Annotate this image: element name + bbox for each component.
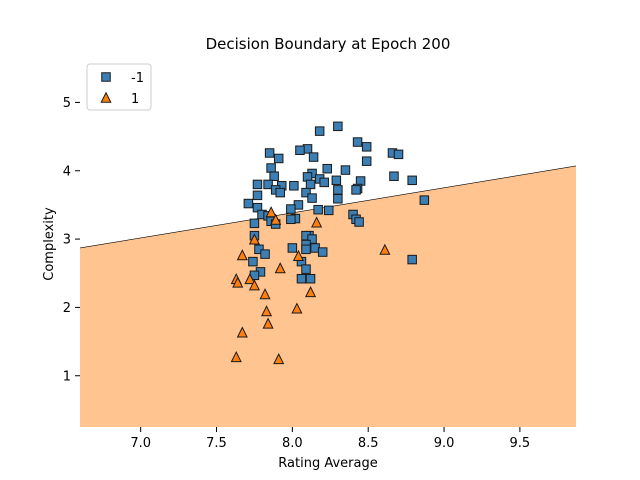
data-point [273,153,284,164]
data-point [324,205,334,216]
data-point [248,233,260,245]
data-point [313,204,323,215]
data-point [301,244,311,255]
x-tick-label: 7.0 [130,436,151,451]
data-point [230,350,242,363]
data-point [322,163,332,174]
region-below-boundary [80,165,576,427]
data-point [263,179,273,190]
data-point [289,181,299,191]
legend: -11 [86,63,152,111]
data-point [232,276,244,288]
data-point [305,273,316,284]
data-point [269,171,279,181]
data-point [243,198,254,209]
data-point [286,204,296,214]
x-tick-label: 9.0 [434,436,455,451]
data-point [352,137,363,147]
legend-marker [100,91,112,103]
data-point [236,326,248,338]
legend-marker [101,72,111,82]
data-point [286,214,296,225]
data-point [301,187,311,198]
y-tick-label: 4 [63,164,71,179]
data-point [264,148,275,158]
x-tick-label: 8.0 [282,436,303,451]
data-point [244,273,256,285]
data-point [305,179,316,190]
data-point [274,262,286,274]
y-axis: 1 2 3 4 5 [63,96,80,384]
data-point [295,145,305,155]
data-point [354,217,364,227]
x-tick-label: 8.5 [358,436,379,451]
data-point [351,185,361,195]
data-point [259,288,271,300]
data-point [236,249,248,261]
x-tick-label: 7.5 [206,436,227,451]
y-tick-label: 3 [63,233,71,248]
data-point [407,254,417,265]
data-point [407,175,417,186]
data-point [389,171,399,181]
y-tick-label: 5 [63,96,71,111]
data-point [314,126,325,136]
data-point [261,305,273,317]
data-point [252,179,263,190]
decision-regions [79,58,577,427]
data-point [340,165,351,175]
data-point [287,243,298,253]
data-point [296,273,307,284]
data-point [305,286,317,298]
data-point [333,185,343,195]
x-tick-label: 9.5 [510,436,531,451]
data-point [333,194,343,204]
data-point [331,175,342,186]
data-point [301,264,311,274]
data-point [317,247,328,257]
data-point [248,256,258,267]
legend-label: -1 [131,71,144,86]
legend-label: 1 [131,92,139,107]
data-point [254,244,264,255]
data-point [291,302,303,314]
data-point [333,121,343,132]
data-point [393,149,404,160]
data-point [252,190,263,201]
data-points [230,121,430,365]
data-point [308,152,319,162]
data-point [361,156,372,166]
y-axis-label: Complexity [42,207,57,281]
data-point [275,187,285,198]
data-point [292,249,304,261]
data-point [273,353,285,365]
data-point [319,177,329,188]
y-tick-label: 1 [63,369,71,384]
region-above-boundary [80,58,576,248]
data-point [262,317,274,329]
series-minus-1 [243,121,430,284]
data-point [266,163,276,173]
series-plus-1 [230,206,391,365]
data-point [307,193,317,203]
data-point [249,218,260,229]
data-point [265,206,277,218]
chart-title: Decision Boundary at Epoch 200 [206,35,451,53]
data-point [361,142,372,152]
x-axis: 7.0 7.5 8.0 8.5 9.0 9.5 [130,427,530,451]
data-point [379,243,391,255]
data-point [419,195,430,205]
y-tick-label: 2 [63,301,71,316]
data-point [270,213,282,225]
x-axis-label: Rating Average [278,456,377,471]
data-point [311,216,323,228]
data-point [260,249,270,259]
data-point [248,279,260,291]
